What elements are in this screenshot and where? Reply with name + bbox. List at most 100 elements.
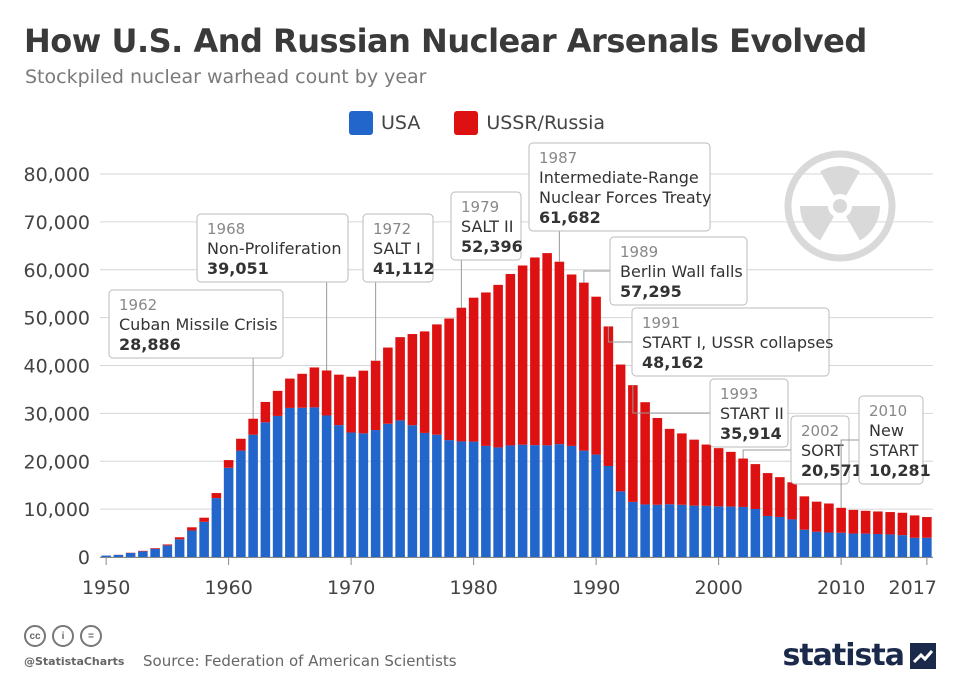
bar-usa — [775, 516, 785, 557]
bar-russia — [628, 385, 638, 502]
bar-russia — [493, 284, 503, 448]
annotation-value: 57,295 — [620, 282, 682, 301]
bar-usa — [836, 532, 846, 557]
bar-usa — [101, 555, 111, 557]
radiation-icon — [784, 150, 896, 262]
bar-usa — [885, 534, 895, 557]
bar-usa — [468, 441, 479, 557]
bar-usa — [738, 506, 748, 557]
bar-russia — [579, 282, 589, 451]
brand[interactable]: statista — [782, 638, 936, 673]
legend-item-russia: USSR/Russia — [454, 111, 605, 135]
x-tick-label: 1960 — [204, 577, 252, 599]
annotation-connector — [607, 326, 632, 343]
bar-usa — [138, 551, 148, 557]
annotation-value: 20,571 — [801, 461, 863, 480]
bar-usa — [297, 407, 307, 557]
x-tick-label: 1990 — [572, 577, 620, 599]
bar-russia — [897, 512, 908, 536]
footer-source: Source: Federation of American Scientist… — [143, 652, 457, 670]
y-tick-label: 60,000 — [24, 260, 90, 282]
bar-usa — [811, 531, 822, 557]
bar-russia — [309, 367, 320, 408]
bar-usa — [640, 504, 650, 557]
bar-usa — [897, 535, 908, 557]
annotation-label: START I, USSR collapses — [642, 333, 834, 352]
y-tick-label: 80,000 — [24, 164, 90, 186]
annotation-box — [609, 236, 748, 306]
bar-russia — [677, 433, 687, 505]
bar-usa — [113, 554, 124, 557]
bar-usa — [799, 529, 810, 557]
annotation-label: Intermediate-Range — [539, 168, 699, 187]
bar-russia — [542, 253, 552, 446]
bar-russia — [481, 292, 491, 446]
annotation-value: 39,051 — [207, 259, 269, 278]
bar-usa — [383, 423, 393, 557]
bar-usa — [505, 445, 516, 557]
bar-usa — [517, 444, 528, 557]
annotation-connector — [742, 449, 791, 459]
x-axis-ticks: 1950 1960 1970 1980 1990 2000 2010 2017 — [82, 557, 937, 599]
bar-russia — [395, 337, 405, 421]
annotation-connector — [632, 385, 710, 414]
bar-russia — [223, 460, 234, 468]
bar-russia — [591, 296, 601, 455]
bar-russia — [885, 512, 895, 535]
bar-russia — [248, 418, 258, 435]
legend-label-usa: USA — [381, 112, 421, 134]
bar-usa — [591, 454, 601, 557]
bar-usa — [211, 498, 222, 557]
bar-russia — [199, 517, 209, 522]
bar-russia — [468, 297, 479, 442]
annotation-label: SALT I — [373, 239, 421, 258]
bar-russia — [432, 324, 442, 435]
x-tick-label: 1950 — [82, 577, 130, 599]
no-derivatives-icon: = — [80, 625, 102, 647]
bar-usa — [125, 552, 136, 557]
bar-russia — [922, 517, 932, 538]
annotation-connector — [840, 439, 859, 508]
bar-russia — [150, 548, 160, 549]
bar-russia — [272, 390, 283, 416]
bar-russia — [726, 451, 736, 507]
radiation-blade — [800, 206, 834, 241]
bar-usa — [873, 534, 883, 557]
radiation-ring — [784, 150, 896, 262]
legend-swatch-usa — [349, 111, 373, 135]
bar-usa — [860, 533, 871, 557]
annotation-label: Berlin Wall falls — [620, 262, 743, 281]
bar-russia — [211, 493, 222, 499]
bar-russia — [285, 378, 295, 408]
x-tick-label: 1970 — [327, 577, 375, 599]
bar-russia — [260, 401, 271, 423]
bar-usa — [419, 432, 430, 557]
attribution-icon: i — [52, 625, 74, 647]
bar-usa — [542, 445, 552, 557]
x-tick-label: 2010 — [817, 577, 865, 599]
bar-usa — [530, 445, 540, 557]
annotation-label: New — [869, 421, 904, 440]
bar-usa — [554, 444, 565, 557]
bar-russia — [799, 496, 810, 530]
bar-russia — [321, 370, 332, 416]
bar-russia — [174, 537, 185, 540]
bar-russia — [640, 402, 650, 505]
bar-usa — [432, 434, 442, 557]
bar-russia — [811, 501, 822, 532]
x-tick-label: 1980 — [449, 577, 497, 599]
bar-usa — [750, 508, 761, 557]
annotation-box — [858, 395, 924, 485]
bar-russia — [824, 503, 834, 533]
annotation-year: 1972 — [373, 220, 411, 238]
bar-russia — [456, 307, 467, 442]
annotation-year: 2002 — [801, 422, 839, 440]
annotation-box — [196, 213, 349, 283]
annotation-year: 1979 — [461, 198, 499, 216]
bar-usa — [713, 506, 724, 557]
annotation-label: SORT — [801, 441, 844, 460]
